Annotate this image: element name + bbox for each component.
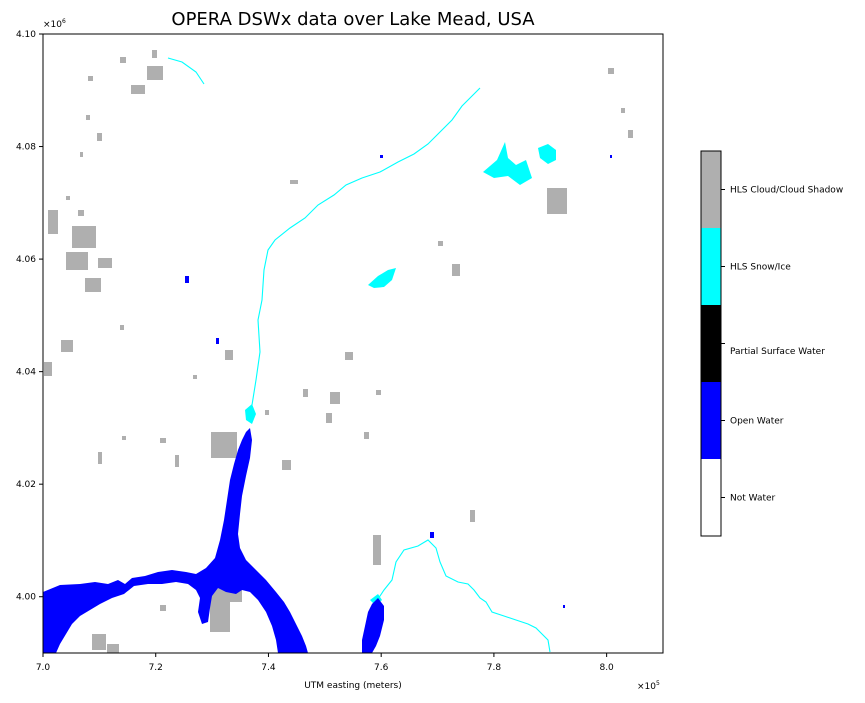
cloud-patch	[122, 436, 126, 440]
open-water-spot	[430, 532, 434, 538]
cloud-patch	[72, 226, 96, 248]
colorbar-label: Open Water	[730, 417, 784, 427]
cloud-patch	[452, 264, 460, 276]
cloud-patch	[107, 644, 119, 653]
y-tick-label: 4.06	[16, 255, 36, 265]
map-background	[43, 34, 663, 653]
lake-mead-main-body	[43, 428, 308, 653]
colorbar-segment	[701, 382, 721, 459]
colorbar: Not Water Open Water Partial Surface Water…	[700, 150, 843, 537]
cloud-patch	[330, 392, 340, 404]
x-multiplier-exponent: 5	[656, 680, 660, 687]
cloud-patch	[175, 455, 179, 467]
cloud-patch	[147, 66, 163, 80]
y-tick-label: 4.10	[16, 30, 36, 40]
x-axis: 7.0 7.2 7.4 7.6 7.8 8.0	[36, 653, 614, 673]
cloud-patch	[211, 432, 237, 458]
cloud-patch	[97, 133, 102, 141]
open-water-spot	[380, 155, 383, 158]
upper-channel-segment	[167, 57, 205, 85]
x-tick-label: 7.6	[374, 663, 389, 673]
cloud-patch	[98, 258, 112, 268]
cloud-patch	[80, 152, 83, 157]
open-water-spot	[185, 276, 189, 283]
cloud-patch	[364, 432, 369, 439]
colorbar-label: Partial Surface Water	[730, 347, 825, 357]
cloud-patch	[66, 196, 70, 200]
open-water	[43, 155, 612, 653]
snow-ice-patch	[483, 142, 532, 185]
lake-mohave-arm	[362, 598, 384, 653]
cloud-patch	[470, 510, 475, 522]
lower-river-channel	[375, 539, 551, 653]
x-axis-label: UTM easting (meters)	[304, 681, 402, 691]
y-tick-label: 4.08	[16, 143, 36, 153]
cloud-patch	[92, 634, 106, 650]
cloud-patch	[345, 352, 353, 360]
colorbar-segment	[701, 305, 721, 382]
cloud-patch	[66, 252, 88, 270]
cloud-patch	[78, 210, 84, 216]
colorbar-label: Not Water	[730, 494, 776, 504]
y-tick-label: 4.02	[16, 480, 36, 490]
chart-title: OPERA DSWx data over Lake Mead, USA	[171, 9, 535, 30]
cloud-patch	[98, 452, 102, 464]
colorbar-segment	[701, 228, 721, 305]
cloud-patch	[193, 375, 197, 379]
cloud-patch	[160, 605, 166, 611]
cloud-patch	[373, 535, 381, 565]
snow-ice-patch	[245, 404, 256, 424]
cloud-patch	[210, 602, 230, 632]
y-tick-label: 4.00	[16, 593, 36, 603]
cloud-patch	[120, 57, 126, 63]
cloud-patch	[438, 241, 443, 246]
colorbar-label: HLS Snow/Ice	[730, 263, 791, 273]
x-tick-label: 7.2	[149, 663, 163, 673]
cloud-patch	[282, 460, 291, 470]
cloud-patch	[61, 340, 73, 352]
snow-ice-patch	[538, 144, 556, 164]
colorbar-label: HLS Cloud/Cloud Shadow	[730, 186, 843, 196]
cloud-patch	[621, 108, 625, 113]
x-tick-label: 8.0	[599, 663, 614, 673]
cloud-patch	[225, 350, 233, 360]
cloud-patch	[376, 390, 381, 395]
cloud-patch	[160, 438, 166, 443]
y-multiplier: ×106	[43, 18, 66, 30]
cloud-patch	[547, 188, 567, 214]
y-axis: 4.00 4.02 4.04 4.06 4.08 4.10	[16, 30, 43, 603]
x-tick-label: 7.8	[487, 663, 502, 673]
colorbar-segment	[701, 459, 721, 536]
cloud-patch	[326, 413, 332, 423]
cloud-patch	[152, 50, 157, 58]
y-tick-label: 4.04	[16, 368, 36, 378]
snow-ice-patch	[368, 268, 396, 288]
y-multiplier-exponent: 6	[62, 18, 66, 25]
cloud-patch	[48, 210, 58, 234]
x-tick-label: 7.0	[36, 663, 51, 673]
open-water-spot	[563, 605, 565, 608]
cloud-patch	[628, 130, 633, 138]
open-water-spot	[216, 338, 219, 344]
x-multiplier: ×105	[637, 680, 660, 692]
cloud-patch	[85, 278, 101, 292]
cloud-patch	[88, 76, 93, 81]
cyan-channels	[167, 57, 551, 653]
open-water-spot	[610, 155, 612, 158]
cloud-patch	[44, 362, 52, 376]
x-tick-label: 7.4	[261, 663, 276, 673]
cloud-patch	[131, 85, 145, 94]
colorbar-frame	[700, 150, 722, 537]
map-frame	[42, 33, 664, 654]
upper-river-channel	[251, 87, 481, 406]
cloud-patch	[86, 115, 90, 120]
colorbar-segment	[701, 151, 721, 228]
cloud-patch	[303, 389, 308, 397]
cloud-patch	[120, 325, 124, 330]
map-area	[42, 33, 664, 654]
cloud-patch	[290, 180, 298, 184]
cloud-patch	[608, 68, 614, 74]
cloud-patch	[265, 410, 269, 415]
